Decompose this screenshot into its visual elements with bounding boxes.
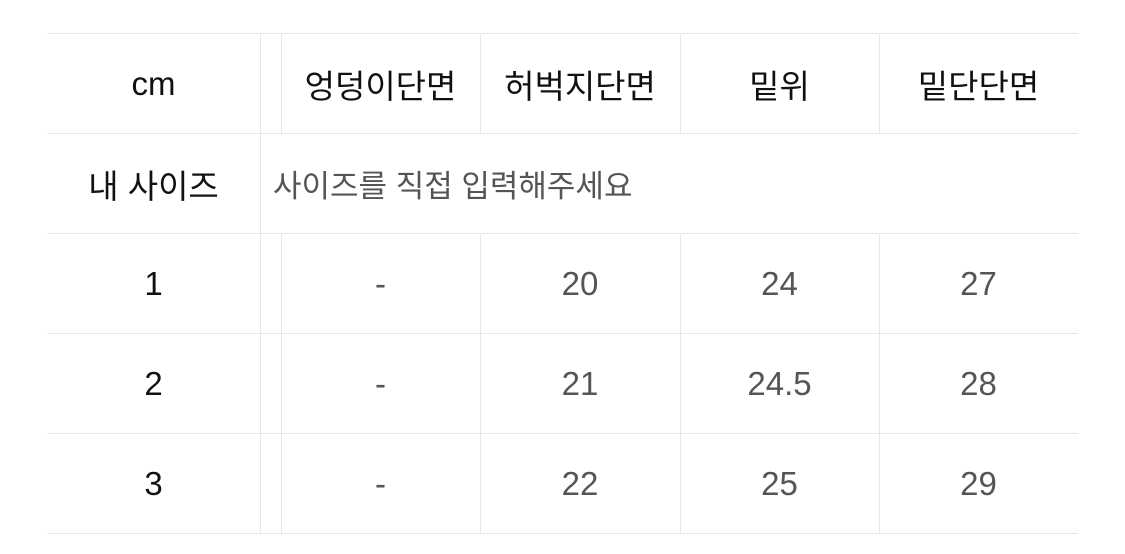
header-hem: 밑단단면: [917, 67, 1040, 105]
header-rise: 밑위: [749, 67, 810, 105]
column-divider: [879, 434, 880, 533]
hem-value: 28: [960, 364, 997, 402]
column-divider: [281, 434, 282, 533]
size-label: 2: [144, 364, 163, 402]
table-row: 3 - 22 25 29: [47, 434, 1078, 534]
column-divider: [680, 234, 681, 333]
column-divider: [260, 134, 261, 233]
table-row: 1 - 20 24 27: [47, 234, 1078, 334]
rise-value: 24.5: [747, 364, 812, 402]
column-divider: [480, 234, 481, 333]
hem-value: 27: [960, 264, 997, 302]
column-divider: [879, 334, 880, 433]
column-divider: [480, 334, 481, 433]
header-thigh: 허벅지단면: [504, 67, 656, 105]
column-divider: [281, 34, 282, 133]
table-row: 2 - 21 24.5 28: [47, 334, 1078, 434]
column-divider: [680, 334, 681, 433]
my-size-input[interactable]: 사이즈를 직접 입력해주세요: [273, 169, 633, 204]
column-divider: [260, 334, 261, 433]
column-divider: [680, 434, 681, 533]
my-size-row: 내 사이즈 사이즈를 직접 입력해주세요: [47, 134, 1078, 234]
rise-value: 25: [761, 464, 798, 502]
header-cm: cm: [131, 64, 176, 102]
hem-value: 29: [960, 464, 997, 502]
header-row: cm 엉덩이단면 허벅지단면 밑위 밑단단면: [47, 33, 1078, 134]
column-divider: [260, 234, 261, 333]
column-divider: [879, 234, 880, 333]
column-divider: [260, 434, 261, 533]
hip-value: -: [375, 464, 386, 502]
size-label: 3: [144, 464, 163, 502]
hip-value: -: [375, 364, 386, 402]
column-divider: [260, 34, 261, 133]
column-divider: [879, 34, 880, 133]
column-divider: [281, 334, 282, 433]
column-divider: [480, 34, 481, 133]
thigh-value: 20: [561, 264, 599, 302]
column-divider: [480, 434, 481, 533]
thigh-value: 21: [561, 364, 599, 402]
header-hip: 엉덩이단면: [304, 67, 457, 105]
column-divider: [680, 34, 681, 133]
size-label: 1: [144, 264, 163, 302]
rise-value: 24: [761, 264, 798, 302]
my-size-label: 내 사이즈: [88, 167, 219, 205]
column-divider: [281, 234, 282, 333]
thigh-value: 22: [561, 464, 599, 502]
size-table: cm 엉덩이단면 허벅지단면 밑위 밑단단면 내 사이즈 사이즈를 직접 입력해…: [47, 33, 1078, 534]
hip-value: -: [375, 264, 386, 302]
